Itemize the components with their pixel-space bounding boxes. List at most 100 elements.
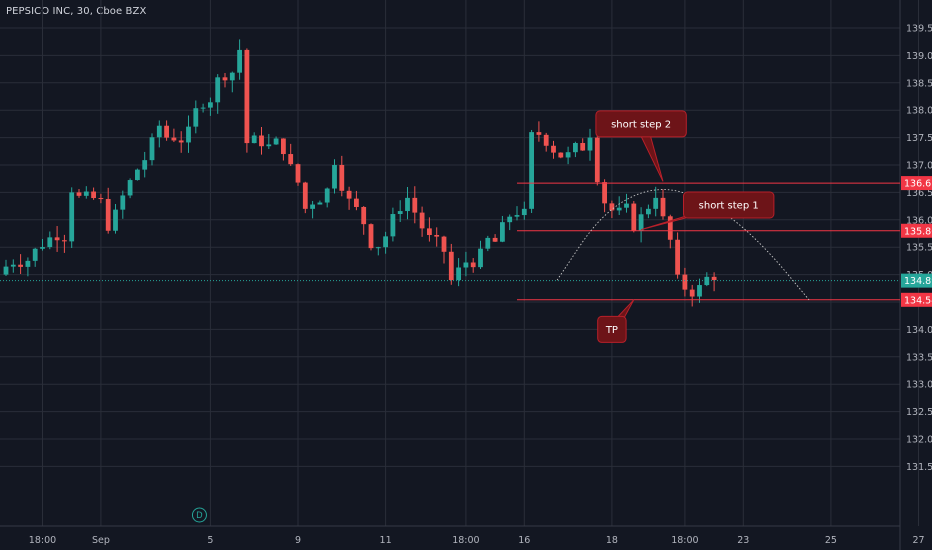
candle-body[interactable] (10, 264, 16, 267)
candle-body[interactable] (485, 237, 491, 249)
candle-body[interactable] (456, 267, 461, 281)
candle-body[interactable] (492, 237, 498, 242)
candle-body[interactable] (91, 191, 96, 199)
candle-body[interactable] (288, 154, 294, 165)
candle-body[interactable] (32, 248, 38, 261)
candle-body[interactable] (711, 276, 717, 281)
candle-body[interactable] (529, 132, 534, 209)
candle-body[interactable] (638, 214, 644, 231)
candle-body[interactable] (354, 198, 359, 207)
candle-body[interactable] (551, 145, 556, 153)
candle-body[interactable] (441, 236, 447, 252)
candle-body[interactable] (653, 197, 659, 209)
candle-body[interactable] (543, 134, 549, 146)
candle-body[interactable] (594, 137, 600, 183)
candle-body[interactable] (251, 135, 257, 144)
candle-body[interactable] (127, 180, 133, 196)
candle-body[interactable] (113, 209, 118, 231)
candle-body[interactable] (18, 264, 23, 267)
candle-body[interactable] (295, 164, 301, 183)
short-step-1-callout[interactable]: short step 1 (640, 191, 775, 231)
candle-body[interactable] (215, 77, 221, 103)
candle-body[interactable] (397, 211, 403, 215)
candle-body[interactable] (237, 49, 242, 73)
candle-body[interactable] (448, 251, 454, 281)
candle-body[interactable] (346, 190, 352, 199)
candle-body[interactable] (76, 192, 82, 196)
candle-body[interactable] (149, 137, 155, 161)
candle-body[interactable] (375, 247, 381, 249)
candle-body[interactable] (135, 169, 140, 181)
candle-body[interactable] (609, 203, 615, 211)
candle-body[interactable] (302, 182, 308, 209)
candle-body[interactable] (47, 237, 53, 248)
candle-body[interactable] (281, 138, 286, 155)
candle-body[interactable] (514, 215, 520, 217)
candle-body[interactable] (419, 212, 425, 229)
dividend-marker-icon[interactable] (191, 507, 207, 523)
candle-body[interactable] (412, 197, 418, 213)
candle-body[interactable] (324, 188, 330, 203)
candle-body[interactable] (171, 137, 177, 141)
candle-body[interactable] (536, 132, 542, 135)
candle-body[interactable] (463, 262, 469, 268)
candle-body[interactable] (105, 198, 111, 231)
candle-body[interactable] (675, 239, 680, 275)
candle-body[interactable] (383, 236, 388, 248)
candle-body[interactable] (580, 143, 586, 151)
candle-body[interactable] (660, 197, 666, 217)
candle-body[interactable] (405, 197, 410, 212)
candle-body[interactable] (704, 276, 710, 286)
candle-body[interactable] (434, 234, 440, 237)
candle-body[interactable] (54, 237, 60, 241)
candle-body[interactable] (667, 216, 673, 240)
candle-body[interactable] (193, 108, 199, 127)
candle-body[interactable] (229, 72, 235, 81)
candle-body[interactable] (427, 228, 432, 235)
candle-body[interactable] (602, 182, 607, 204)
candle-body[interactable] (332, 165, 337, 189)
candle-body[interactable] (317, 202, 323, 205)
candle-body[interactable] (470, 262, 476, 268)
candle-body[interactable] (186, 126, 191, 143)
candle-body[interactable] (164, 125, 169, 138)
candle-body[interactable] (478, 248, 483, 268)
candle-body[interactable] (208, 102, 213, 108)
candle-body[interactable] (507, 216, 513, 223)
candle-body[interactable] (521, 208, 527, 216)
candle-body[interactable] (266, 144, 272, 147)
candle-body[interactable] (646, 208, 651, 215)
candle-body[interactable] (573, 143, 578, 153)
candle-body[interactable] (40, 247, 45, 249)
tp-callout[interactable]: TP (597, 299, 635, 343)
candle-body[interactable] (259, 135, 264, 147)
candle-body[interactable] (616, 207, 622, 211)
candle-body[interactable] (62, 240, 67, 242)
short-step-2-callout[interactable]: short step 2 (595, 110, 687, 182)
candle-body[interactable] (3, 266, 9, 275)
candle-body[interactable] (310, 204, 315, 209)
candle-body[interactable] (222, 77, 228, 81)
candle-body[interactable] (565, 152, 571, 158)
candle-body[interactable] (500, 222, 505, 242)
candle-body[interactable] (339, 165, 345, 191)
candle-body[interactable] (624, 203, 629, 208)
candle-body[interactable] (697, 285, 702, 297)
candle-body[interactable] (587, 137, 593, 151)
candle-body[interactable] (689, 289, 695, 297)
candle-body[interactable] (98, 198, 104, 200)
candle-body[interactable] (120, 195, 126, 210)
candle-body[interactable] (142, 160, 148, 170)
candle-body[interactable] (631, 203, 637, 231)
candle-body[interactable] (368, 224, 374, 249)
candle-body[interactable] (178, 140, 184, 143)
candle-body[interactable] (69, 192, 75, 242)
candle-body[interactable] (200, 107, 206, 109)
candle-body[interactable] (25, 260, 31, 267)
candle-body[interactable] (273, 138, 279, 145)
candle-body[interactable] (83, 191, 89, 196)
candle-body[interactable] (682, 274, 688, 290)
candle-body[interactable] (558, 152, 564, 158)
candle-body[interactable] (361, 206, 367, 225)
